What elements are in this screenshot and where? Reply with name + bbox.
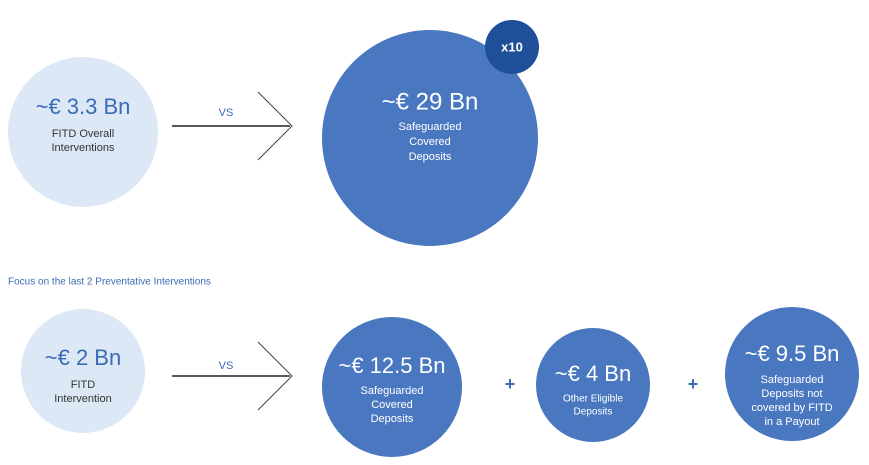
caption: Deposits — [574, 407, 613, 418]
caption: Other Eligible — [563, 394, 623, 405]
caption: Covered — [409, 136, 451, 148]
arrow-head — [257, 341, 293, 411]
vs-label: VS — [219, 107, 234, 119]
caption: Deposits not — [761, 388, 822, 400]
multiplier-badge — [485, 20, 539, 74]
caption: FITD Overall — [52, 128, 114, 140]
amount: ~€ 29 Bn — [382, 88, 479, 115]
plus: + — [505, 374, 516, 394]
caption: FITD — [71, 379, 95, 391]
caption: Deposits — [371, 413, 414, 425]
multiplier: x10 — [501, 39, 523, 54]
caption: Deposits — [409, 151, 452, 163]
focus-label: Focus on the last 2 Preventative Interve… — [8, 277, 211, 288]
caption: Interventions — [52, 142, 115, 154]
amount: ~€ 2 Bn — [45, 345, 121, 370]
circle-dark — [322, 30, 538, 246]
plus: + — [688, 374, 699, 394]
caption: Safeguarded — [761, 374, 824, 386]
circle-dark — [536, 328, 650, 442]
arrow-head — [257, 91, 293, 161]
caption: Intervention — [54, 393, 111, 405]
caption: in a Payout — [764, 416, 819, 428]
caption: covered by FITD — [751, 402, 832, 414]
circle-dark — [322, 317, 462, 457]
amount: ~€ 12.5 Bn — [338, 353, 445, 378]
caption: Covered — [371, 399, 413, 411]
amount: ~€ 3.3 Bn — [36, 94, 131, 119]
circle-dark — [725, 307, 859, 441]
vs-label: VS — [219, 360, 234, 372]
circle-light — [21, 309, 145, 433]
amount: ~€ 4 Bn — [555, 361, 631, 386]
amount: ~€ 9.5 Bn — [745, 341, 840, 366]
circle-light — [8, 57, 158, 207]
caption: Safeguarded — [399, 121, 462, 133]
caption: Safeguarded — [361, 385, 424, 397]
